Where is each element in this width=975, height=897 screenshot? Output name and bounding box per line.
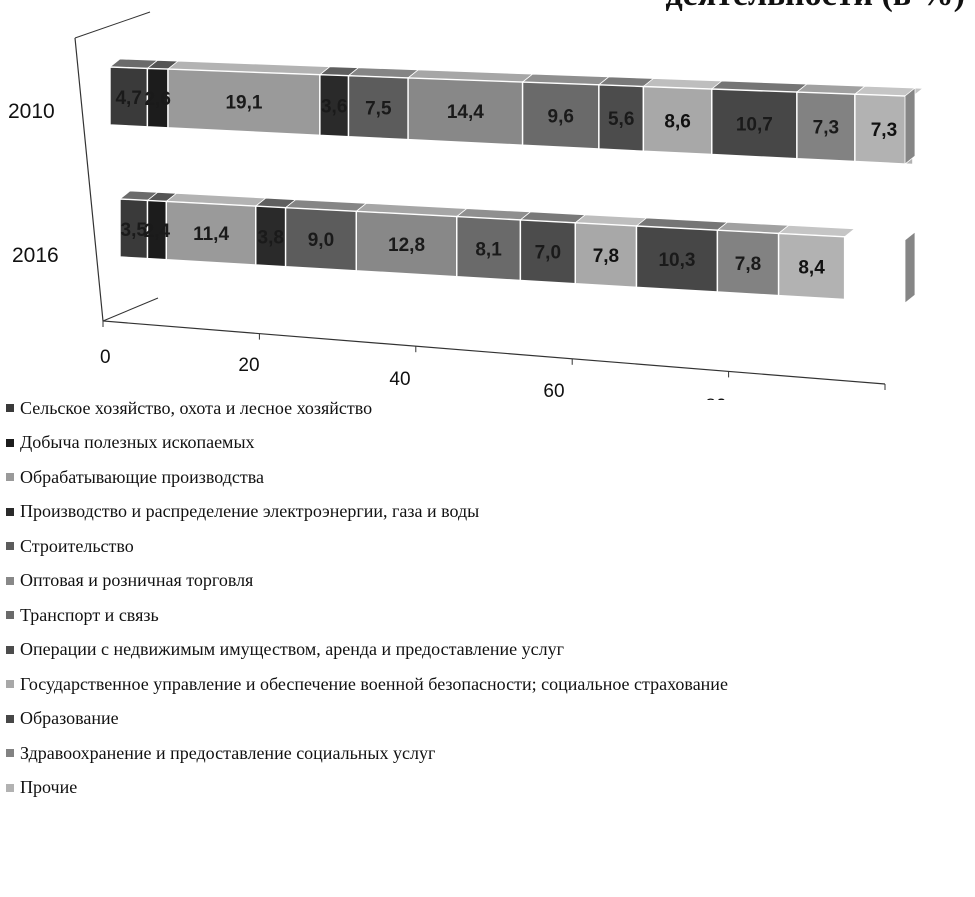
data-label: 3,6 <box>321 97 347 118</box>
data-label: 8,1 <box>475 239 502 260</box>
legend-item: Здравоохранение и предоставление социаль… <box>6 736 728 771</box>
legend-item: Образование <box>6 702 728 737</box>
data-label: 14,4 <box>447 102 484 123</box>
x-tick-label: 40 <box>389 369 410 390</box>
legend-label: Добыча полезных ископаемых <box>20 432 255 453</box>
data-label: 7,0 <box>535 243 561 264</box>
x-tick-label: 0 <box>100 347 111 368</box>
data-label: 9,0 <box>308 230 334 251</box>
data-label: 3,5 <box>121 220 148 241</box>
legend-label: Производство и распределение электроэнер… <box>20 501 480 522</box>
legend-swatch <box>6 680 14 689</box>
legend-swatch <box>6 404 14 413</box>
legend-swatch <box>6 611 14 620</box>
legend-label: Операции с недвижимым имуществом, аренда… <box>20 639 565 660</box>
legend-item: Государственное управление и обеспечение… <box>6 667 728 702</box>
data-label: 9,6 <box>548 106 574 127</box>
legend-swatch <box>6 783 14 792</box>
x-tick-label: 60 <box>543 381 564 400</box>
y-category-label: 2010 <box>8 100 55 123</box>
legend-label: Сельское хозяйство, охота и лесное хозяй… <box>20 397 373 418</box>
legend-item: Прочие <box>6 771 728 806</box>
legend-item: Операции с недвижимым имуществом, аренда… <box>6 633 728 668</box>
bar-end-face <box>904 87 916 165</box>
legend-item: Оптовая и розничная торговля <box>6 564 728 599</box>
floor-depth-edge <box>102 297 159 322</box>
data-label: 11,4 <box>193 224 229 245</box>
data-label: 5,6 <box>608 109 634 130</box>
legend-label: Строительство <box>20 535 134 556</box>
legend-item: Сельское хозяйство, охота и лесное хозяй… <box>6 391 728 426</box>
stacked-bar-chart: 02040608010020102016 4,72,619,13,67,514,… <box>8 11 924 400</box>
data-label: 8,4 <box>798 257 825 278</box>
data-label: 19,1 <box>225 93 262 114</box>
axes-layer: 02040608010020102016 <box>8 11 886 400</box>
legend-item: Транспорт и связь <box>6 598 728 633</box>
legend-swatch <box>6 542 14 551</box>
labels-layer: 4,7 2,6 19,1 3,6 7,5 14,4 9,6 5,6 8,6 10,7 7,3 7,3 3… <box>115 88 897 279</box>
data-label: 7,3 <box>813 118 839 139</box>
legend-label: Образование <box>20 708 119 729</box>
legend-label: Здравоохранение и предоставление социаль… <box>20 742 436 763</box>
chart-title: деятельности (в %) <box>565 0 965 12</box>
data-label: 8,6 <box>664 111 690 132</box>
data-label: 7,8 <box>593 246 619 267</box>
data-label: 4,7 <box>115 88 141 109</box>
legend-swatch <box>6 576 14 585</box>
bar-end-face <box>904 231 916 304</box>
legend-item: Строительство <box>6 529 728 564</box>
legend-item: Производство и распределение электроэнер… <box>6 495 728 530</box>
x-tick-label: 20 <box>238 355 259 376</box>
legend-label: Транспорт и связь <box>20 604 159 625</box>
data-label: 7,5 <box>365 98 392 119</box>
legend-swatch <box>6 749 14 758</box>
bars-layer <box>108 58 924 304</box>
data-label: 7,3 <box>871 120 897 141</box>
legend-item: Добыча полезных ископаемых <box>6 426 728 461</box>
legend-item: Обрабатывающие производства <box>6 460 728 495</box>
data-label: 2,6 <box>144 89 170 110</box>
data-label: 2,4 <box>144 221 171 242</box>
data-label: 3,8 <box>258 227 284 248</box>
legend-label: Прочие <box>20 777 78 798</box>
legend-swatch <box>6 645 14 654</box>
data-label: 10,7 <box>736 115 773 136</box>
legend-swatch <box>6 507 14 516</box>
y-category-label: 2016 <box>12 244 59 267</box>
legend-swatch <box>6 714 14 723</box>
bar-segment <box>777 232 846 301</box>
legend-label: Государственное управление и обеспечение… <box>20 673 728 694</box>
legend-label: Обрабатывающие производства <box>20 466 264 487</box>
x-tick-label: 80 <box>705 396 726 400</box>
legend-label: Оптовая и розничная торговля <box>20 570 254 591</box>
bar-segment <box>854 93 914 166</box>
chart-legend: Сельское хозяйство, охота и лесное хозяй… <box>6 391 728 805</box>
legend-swatch <box>6 438 14 447</box>
legend-swatch <box>6 473 14 482</box>
back-wall-top <box>74 11 151 39</box>
data-label: 10,3 <box>658 250 695 271</box>
data-label: 7,8 <box>735 254 761 275</box>
data-label: 12,8 <box>388 235 425 256</box>
